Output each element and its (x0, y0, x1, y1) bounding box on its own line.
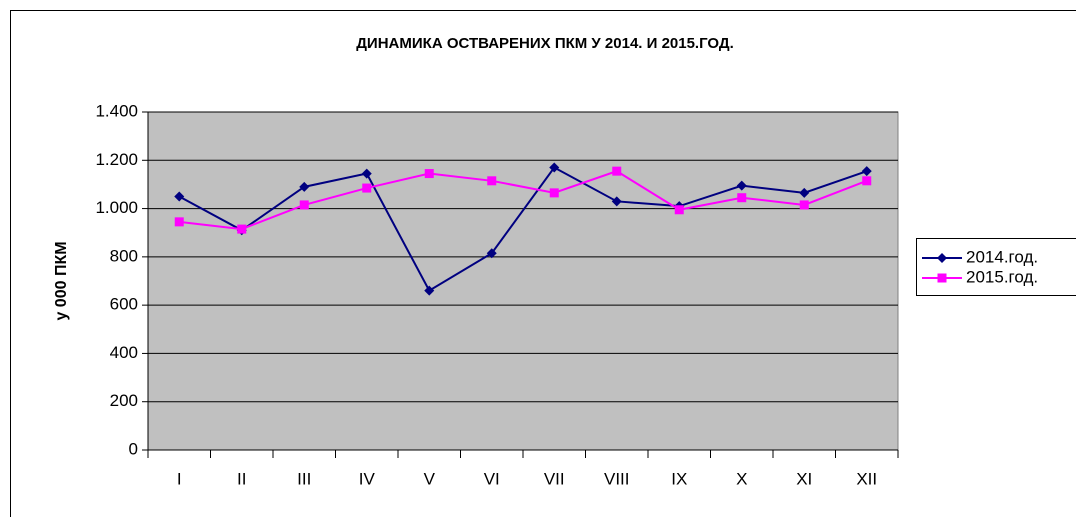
y-tick-label: 1.400 (95, 101, 138, 120)
data-point (174, 217, 184, 227)
y-axis-label: у 000 ПКМ (53, 241, 70, 320)
legend-marker (937, 253, 947, 263)
data-point (611, 196, 622, 207)
y-tick-label: 0 (129, 439, 138, 458)
data-point (612, 166, 622, 176)
data-point (424, 285, 435, 296)
y-tick-label: 800 (110, 246, 138, 265)
data-point (424, 169, 434, 179)
y-tick-label: 200 (110, 391, 138, 410)
series-line (179, 170, 868, 231)
data-point (799, 200, 809, 210)
y-tick-label: 1.000 (95, 198, 138, 217)
y-tick-label: 600 (110, 295, 138, 314)
x-tick-label: VI (484, 469, 500, 488)
x-tick-label: V (424, 469, 436, 488)
data-point (487, 176, 497, 186)
plot-area (147, 111, 899, 451)
data-point (736, 180, 747, 191)
data-point (174, 191, 185, 202)
x-tick-label: IV (359, 469, 376, 488)
chart-title: ДИНАМИКА ОСТВАРЕНИХ ПКМ У 2014. И 2015.Г… (356, 35, 733, 52)
x-tick-label: IX (671, 469, 687, 488)
data-point (299, 200, 309, 210)
legend-box (916, 238, 1076, 296)
legend-label: 2015.год. (966, 267, 1038, 286)
legend-label: 2014.год. (966, 247, 1038, 266)
data-point (861, 166, 872, 177)
data-point (674, 205, 684, 215)
data-point (862, 176, 872, 186)
data-point (737, 193, 747, 203)
data-point (362, 183, 372, 193)
data-point (237, 224, 247, 234)
data-point (549, 162, 560, 173)
y-tick-label: 1.200 (95, 150, 138, 169)
x-tick-label: II (237, 469, 246, 488)
data-point (361, 168, 372, 179)
x-tick-label: VII (544, 469, 565, 488)
data-point (799, 187, 810, 198)
data-point (486, 248, 497, 259)
x-tick-label: XI (796, 469, 812, 488)
x-tick-label: XII (856, 469, 877, 488)
y-tick-label: 400 (110, 343, 138, 362)
x-tick-label: III (297, 469, 311, 488)
x-tick-label: X (736, 469, 747, 488)
x-tick-label: I (177, 469, 182, 488)
legend-marker (937, 273, 947, 283)
series-line (178, 166, 868, 293)
x-tick-label: VIII (604, 469, 630, 488)
data-point (549, 188, 559, 198)
data-point (299, 181, 310, 192)
